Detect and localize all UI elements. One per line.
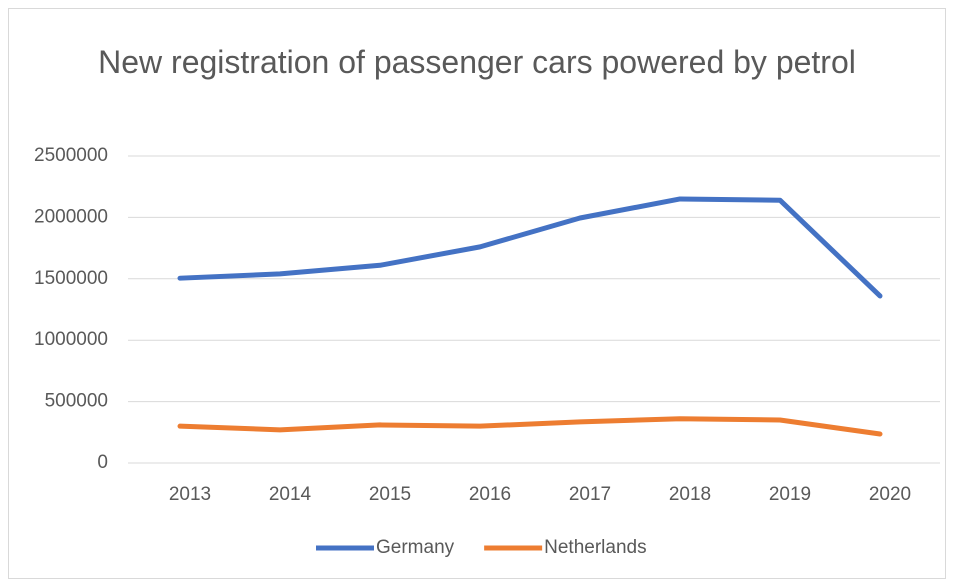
legend-label: Netherlands: [544, 537, 646, 558]
chart-border: [8, 8, 946, 579]
y-tick-label: 500000: [45, 391, 108, 412]
x-tick-label: 2017: [569, 484, 611, 505]
chart-title: New registration of passenger cars power…: [98, 44, 856, 80]
y-tick-label: 1500000: [34, 268, 108, 289]
x-tick-label: 2020: [869, 484, 911, 505]
x-tick-label: 2014: [269, 484, 312, 505]
x-tick-label: 2015: [369, 484, 411, 505]
y-tick-label: 2000000: [34, 206, 108, 227]
y-tick-label: 2500000: [34, 145, 108, 166]
y-tick-label: 1000000: [34, 329, 108, 350]
y-tick-label: 0: [97, 452, 108, 473]
x-tick-label: 2018: [669, 484, 711, 505]
series-line: [177, 196, 883, 299]
x-tick-label: 2013: [169, 484, 211, 505]
series-line: [177, 416, 883, 437]
x-tick-label: 2016: [469, 484, 511, 505]
x-tick-label: 2019: [769, 484, 811, 505]
legend-label: Germany: [376, 537, 455, 558]
